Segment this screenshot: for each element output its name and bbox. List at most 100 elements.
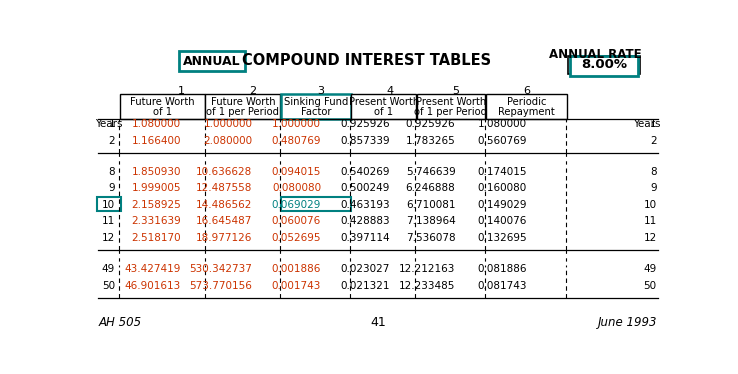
- Text: 11: 11: [102, 217, 115, 226]
- Text: Future Worth: Future Worth: [210, 97, 275, 107]
- Text: 1.000000: 1.000000: [204, 119, 252, 129]
- Text: of 1: of 1: [153, 107, 172, 117]
- Text: 49: 49: [644, 264, 657, 274]
- FancyBboxPatch shape: [281, 94, 351, 119]
- FancyBboxPatch shape: [97, 197, 122, 211]
- Text: 41: 41: [370, 316, 386, 329]
- Text: 0.149029: 0.149029: [477, 200, 527, 210]
- Text: 0.081743: 0.081743: [477, 280, 527, 291]
- Text: 8.00%: 8.00%: [581, 58, 627, 71]
- Text: 12: 12: [102, 233, 115, 243]
- FancyBboxPatch shape: [120, 94, 205, 119]
- Text: 2: 2: [650, 136, 657, 146]
- Text: 0.023027: 0.023027: [340, 264, 390, 274]
- Text: 4: 4: [386, 86, 393, 96]
- Text: 49: 49: [102, 264, 115, 274]
- Text: 1: 1: [650, 119, 657, 129]
- Text: 5.746639: 5.746639: [406, 167, 455, 177]
- Text: Factor: Factor: [300, 107, 331, 117]
- Text: Repayment: Repayment: [498, 107, 555, 117]
- Text: 2.518170: 2.518170: [131, 233, 181, 243]
- Text: of 1: of 1: [374, 107, 393, 117]
- Text: Present Worth: Present Worth: [415, 97, 486, 107]
- Text: Sinking Fund: Sinking Fund: [283, 97, 348, 107]
- Text: 0.428883: 0.428883: [340, 217, 390, 226]
- Text: 1.080000: 1.080000: [477, 119, 527, 129]
- Text: 2.158925: 2.158925: [131, 200, 181, 210]
- Text: 43.427419: 43.427419: [125, 264, 181, 274]
- Text: 1.166400: 1.166400: [131, 136, 181, 146]
- Text: 3: 3: [317, 86, 325, 96]
- Text: 16.645487: 16.645487: [196, 217, 252, 226]
- FancyBboxPatch shape: [179, 50, 245, 71]
- Text: of 1 per Period: of 1 per Period: [207, 107, 280, 117]
- Text: 0.021321: 0.021321: [340, 280, 390, 291]
- Text: 573.770156: 573.770156: [190, 280, 252, 291]
- Text: 12.487558: 12.487558: [196, 183, 252, 193]
- Text: Present Worth: Present Worth: [348, 97, 418, 107]
- Text: 6.246888: 6.246888: [406, 183, 455, 193]
- Text: 530.342737: 530.342737: [190, 264, 252, 274]
- Text: Periodic: Periodic: [506, 97, 546, 107]
- Text: 0.540269: 0.540269: [340, 167, 390, 177]
- Text: 6.710081: 6.710081: [406, 200, 455, 210]
- Text: 10.636628: 10.636628: [196, 167, 252, 177]
- Text: 0.857339: 0.857339: [340, 136, 390, 146]
- Text: 0.925926: 0.925926: [340, 119, 390, 129]
- FancyBboxPatch shape: [205, 94, 280, 119]
- Text: 0.001743: 0.001743: [272, 280, 321, 291]
- Text: 0.174015: 0.174015: [477, 167, 527, 177]
- Text: 0.397114: 0.397114: [340, 233, 390, 243]
- Text: 0.480769: 0.480769: [272, 136, 321, 146]
- Text: 0.140076: 0.140076: [477, 217, 527, 226]
- FancyBboxPatch shape: [570, 56, 638, 76]
- Text: 0.001886: 0.001886: [272, 264, 321, 274]
- Text: 50: 50: [644, 280, 657, 291]
- Text: 0.094015: 0.094015: [272, 167, 321, 177]
- Text: 1.999005: 1.999005: [131, 183, 181, 193]
- Text: COMPOUND INTEREST TABLES: COMPOUND INTEREST TABLES: [242, 53, 492, 68]
- FancyBboxPatch shape: [568, 56, 640, 74]
- Text: 12.212163: 12.212163: [399, 264, 455, 274]
- Text: 0.160080: 0.160080: [477, 183, 527, 193]
- Text: June 1993: June 1993: [598, 316, 658, 329]
- Text: 0.080080: 0.080080: [272, 183, 321, 193]
- Text: 0.052695: 0.052695: [272, 233, 321, 243]
- Text: 2.331639: 2.331639: [131, 217, 181, 226]
- Text: 9: 9: [650, 183, 657, 193]
- Text: ANNUAL: ANNUAL: [183, 55, 241, 67]
- Text: ANNUAL RATE: ANNUAL RATE: [549, 49, 642, 61]
- FancyBboxPatch shape: [281, 197, 351, 211]
- Text: 12: 12: [644, 233, 657, 243]
- Text: Future Worth: Future Worth: [130, 97, 195, 107]
- Text: 18.977126: 18.977126: [196, 233, 252, 243]
- Text: 7.536078: 7.536078: [406, 233, 455, 243]
- Text: 11: 11: [644, 217, 657, 226]
- Text: 2: 2: [108, 136, 115, 146]
- Text: 0.500249: 0.500249: [340, 183, 390, 193]
- Text: 50: 50: [102, 280, 115, 291]
- FancyBboxPatch shape: [416, 94, 485, 119]
- Text: 8: 8: [108, 167, 115, 177]
- Text: 10: 10: [644, 200, 657, 210]
- Text: 0.463193: 0.463193: [340, 200, 390, 210]
- Text: 9: 9: [108, 183, 115, 193]
- Text: 5: 5: [452, 86, 459, 96]
- Text: 0.081886: 0.081886: [477, 264, 527, 274]
- Text: 14.486562: 14.486562: [196, 200, 252, 210]
- Text: 1.850930: 1.850930: [131, 167, 181, 177]
- Text: Years: Years: [95, 119, 123, 129]
- Text: 2.080000: 2.080000: [203, 136, 252, 146]
- Text: 0.069029: 0.069029: [272, 200, 321, 210]
- Text: 6: 6: [523, 86, 531, 96]
- Text: 46.901613: 46.901613: [125, 280, 181, 291]
- Text: 8: 8: [650, 167, 657, 177]
- Text: 0.060076: 0.060076: [272, 217, 321, 226]
- Text: Years: Years: [632, 119, 661, 129]
- Text: 1.000000: 1.000000: [272, 119, 321, 129]
- Text: 12.233485: 12.233485: [399, 280, 455, 291]
- Text: 10: 10: [102, 200, 115, 210]
- FancyBboxPatch shape: [351, 94, 416, 119]
- Text: 0.925926: 0.925926: [406, 119, 455, 129]
- Text: 1: 1: [108, 119, 115, 129]
